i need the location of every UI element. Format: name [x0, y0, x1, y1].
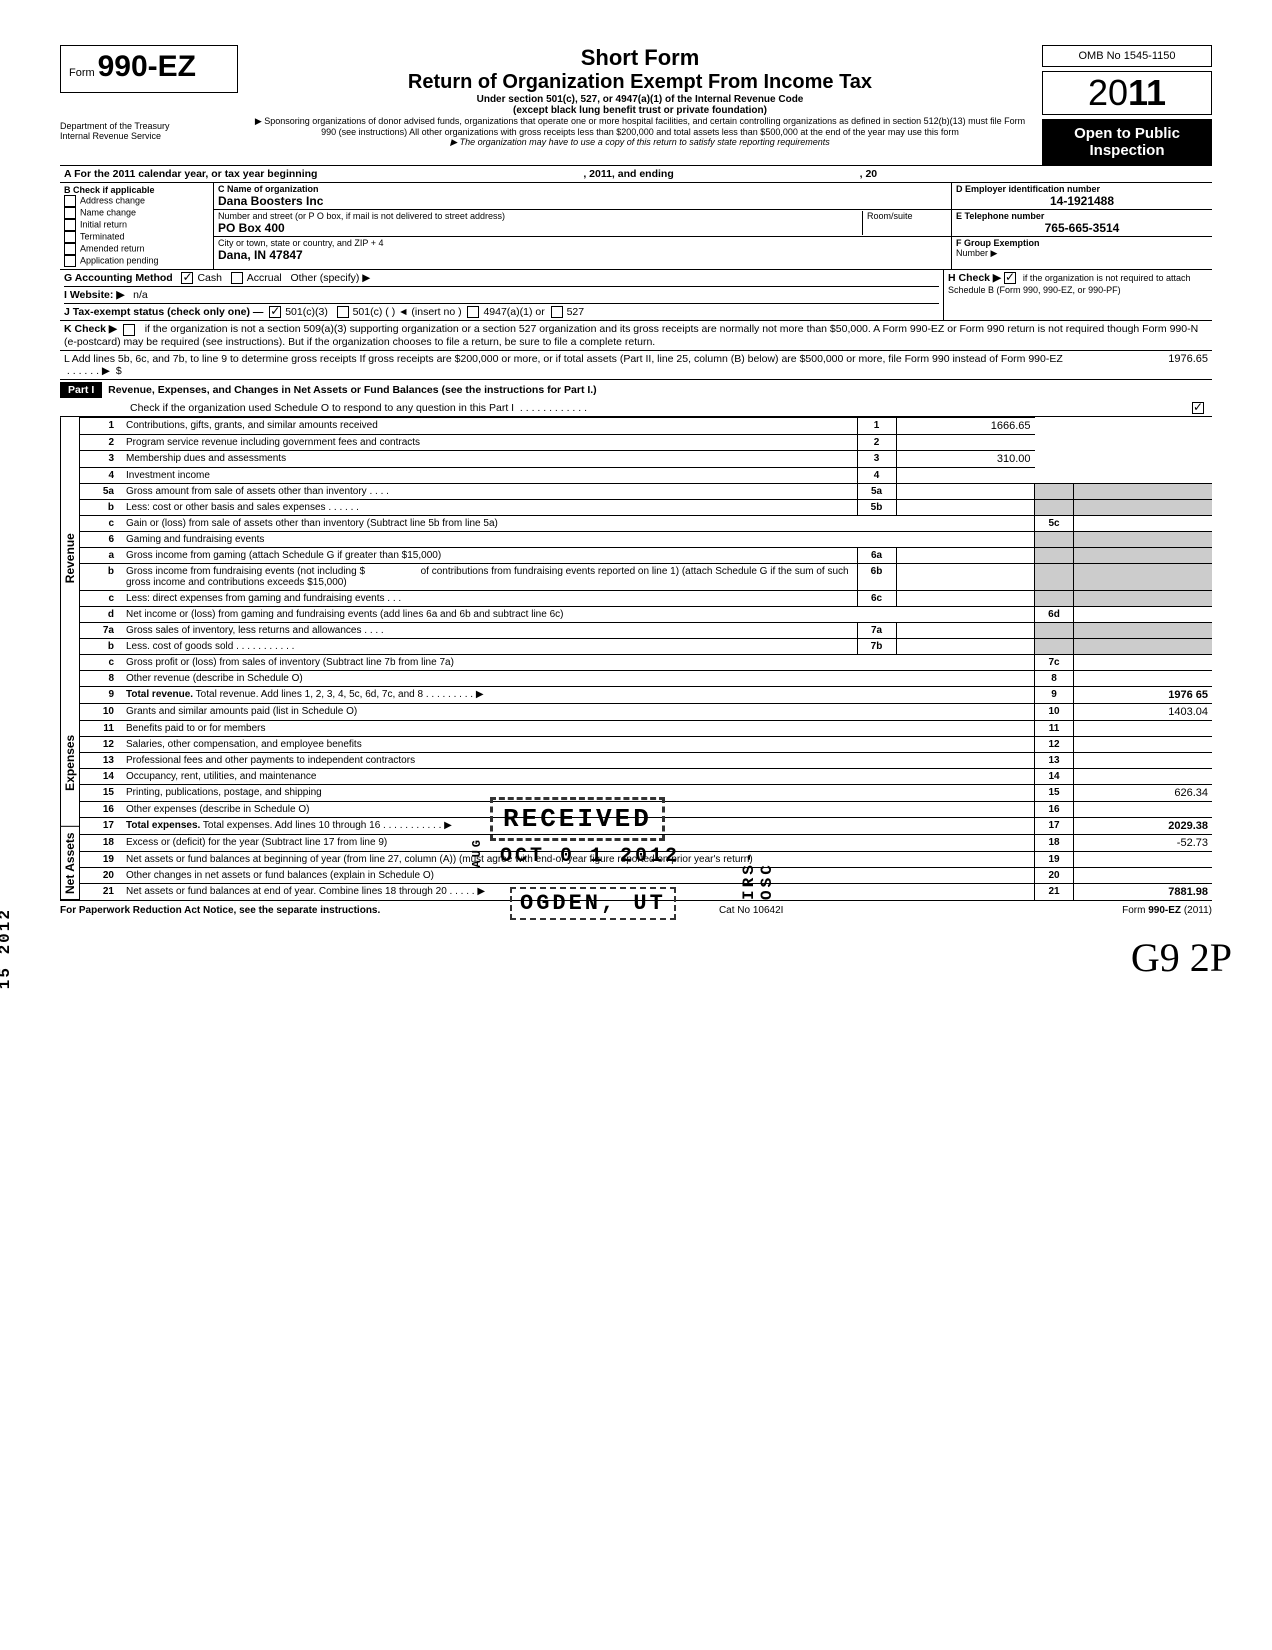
form-header: Form 990-EZ Department of the Treasury I… — [60, 45, 1212, 165]
org-city: Dana, IN 47847 — [218, 248, 303, 262]
ein: 14-1921488 — [956, 194, 1208, 208]
part1-header: Part I Revenue, Expenses, and Changes in… — [60, 379, 1212, 400]
amt-l: 1976.65 — [1078, 353, 1208, 377]
part1-check: Check if the organization used Schedule … — [60, 400, 1212, 416]
side-stamp-date: SCANNED OCT 15 2012 — [0, 850, 14, 989]
open-to-public: Open to Public Inspection — [1042, 119, 1212, 165]
subtitle4: ▶ The organization may have to use a cop… — [252, 137, 1028, 148]
cb-app-pending[interactable] — [64, 255, 76, 267]
row-l: L Add lines 5b, 6c, and 7b, to line 9 to… — [60, 350, 1212, 379]
subtitle1: Under section 501(c), 527, or 4947(a)(1)… — [252, 94, 1028, 105]
form-number: 990-EZ — [98, 50, 196, 83]
cb-terminated[interactable] — [64, 231, 76, 243]
form-number-box: Form 990-EZ — [60, 45, 238, 93]
bcd-block: B Check if applicable Address change Nam… — [60, 182, 1212, 269]
org-address: PO Box 400 — [218, 221, 285, 235]
dept-treasury: Department of the Treasury — [60, 121, 238, 131]
subtitle3: ▶ Sponsoring organizations of donor advi… — [252, 116, 1028, 137]
cb-part1[interactable] — [1192, 402, 1204, 414]
cb-527[interactable] — [551, 306, 563, 318]
cb-address-change[interactable] — [64, 195, 76, 207]
subtitle2: (except black lung benefit trust or priv… — [252, 105, 1028, 116]
cb-h[interactable] — [1004, 272, 1016, 284]
cb-4947[interactable] — [467, 306, 479, 318]
center-heading: Short Form Return of Organization Exempt… — [246, 45, 1034, 148]
footer-right: Form 990-EZ (2011) — [1122, 905, 1212, 916]
cb-accrual[interactable] — [231, 272, 243, 284]
row-a: A For the 2011 calendar year, or tax yea… — [60, 165, 1212, 182]
org-name: Dana Boosters Inc — [218, 194, 323, 208]
cb-name-change[interactable] — [64, 207, 76, 219]
row-k: K Check ▶ if the organization is not a s… — [60, 320, 1212, 349]
lines-table: 1Contributions, gifts, grants, and simil… — [80, 417, 1212, 900]
a-text: A For the 2011 calendar year, or tax yea… — [60, 166, 1212, 182]
cb-cash[interactable] — [181, 272, 193, 284]
return-title: Return of Organization Exempt From Incom… — [252, 71, 1028, 94]
part1-table: Revenue Expenses Net Assets 1Contributio… — [60, 416, 1212, 901]
cb-initial-return[interactable] — [64, 219, 76, 231]
right-header-box: OMB No 1545-1150 2011 Open to Public Ins… — [1042, 45, 1212, 165]
short-form-title: Short Form — [252, 45, 1028, 71]
footer-left: For Paperwork Reduction Act Notice, see … — [60, 905, 380, 916]
handwriting: G9 2P — [1131, 934, 1232, 981]
cb-501c[interactable] — [337, 306, 349, 318]
col-c: C Name of organization Dana Boosters Inc… — [214, 183, 952, 269]
cb-501c3[interactable] — [269, 306, 281, 318]
telephone: 765-665-3514 — [956, 221, 1208, 235]
form-prefix: Form — [69, 67, 95, 79]
footer-mid: Cat No 10642I — [719, 905, 784, 916]
tax-year: 2011 — [1042, 71, 1212, 115]
row-g-h: G Accounting Method Cash Accrual Other (… — [60, 269, 1212, 320]
col-b: B Check if applicable Address change Nam… — [60, 183, 214, 269]
footer: For Paperwork Reduction Act Notice, see … — [60, 905, 1212, 916]
cb-k[interactable] — [123, 324, 135, 336]
cb-amended[interactable] — [64, 243, 76, 255]
omb-number: OMB No 1545-1150 — [1042, 45, 1212, 67]
website: n/a — [133, 289, 148, 301]
col-d: D Employer identification number 14-1921… — [952, 183, 1212, 269]
dept-irs: Internal Revenue Service — [60, 131, 238, 141]
